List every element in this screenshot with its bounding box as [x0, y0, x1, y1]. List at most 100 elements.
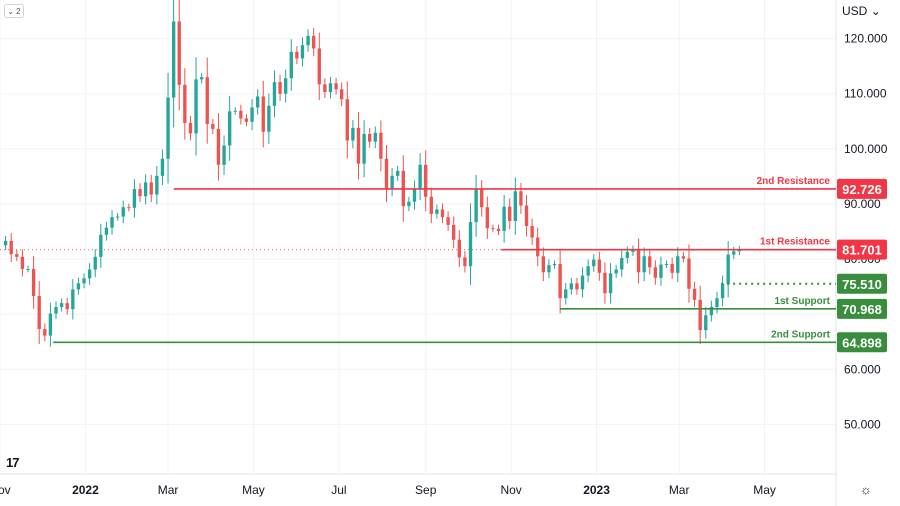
candle-body: [199, 77, 204, 80]
x-tick-label: Nov: [0, 483, 11, 497]
candle-body: [334, 83, 338, 90]
candle-body: [452, 224, 456, 240]
level-badge-value: 70.968: [842, 302, 882, 317]
candle-body: [698, 299, 702, 331]
candle-body: [143, 182, 148, 197]
candle-body: [597, 259, 602, 273]
candle-body: [9, 240, 13, 255]
candle-body: [670, 264, 674, 273]
candle-body: [93, 256, 97, 270]
x-tick-label: Nov: [500, 483, 521, 497]
candle-body: [491, 228, 495, 230]
y-tick-label: 120.000: [844, 32, 888, 46]
candle-body: [424, 164, 428, 197]
candle-body: [300, 45, 305, 59]
candle-body: [82, 278, 86, 284]
candle-body: [188, 122, 193, 134]
candle-body: [222, 145, 226, 165]
candle-body: [283, 78, 288, 94]
candle-body: [171, 21, 176, 98]
candle-body: [261, 96, 265, 132]
collapse-count: 2: [16, 6, 21, 16]
x-tick-label: 2023: [583, 483, 610, 497]
candle-body: [54, 306, 58, 314]
candle-body: [306, 35, 310, 46]
candle-body: [311, 35, 316, 49]
y-tick-label: 50.000: [844, 417, 881, 431]
candle-body: [480, 189, 484, 208]
candle-body: [31, 268, 36, 296]
candle-body: [502, 206, 506, 231]
candle-body: [233, 110, 237, 112]
candle-body: [446, 217, 450, 225]
candle-body: [418, 164, 422, 189]
level-name: 2nd Support: [771, 329, 831, 340]
candle-body: [463, 257, 467, 267]
candle-body: [177, 21, 181, 85]
collapse-toggle-button[interactable]: ⌄ 2: [4, 4, 24, 18]
candle-body: [289, 51, 293, 79]
candle-body: [194, 79, 198, 134]
candle-body: [558, 264, 562, 299]
candle-body: [20, 256, 25, 269]
level-name: 1st Support: [774, 296, 830, 307]
caret-icon: ⌄: [870, 4, 881, 18]
candle-body: [138, 189, 142, 197]
candle-body: [592, 259, 596, 267]
candle-body: [631, 249, 635, 252]
level-badge: [837, 178, 887, 199]
candle-body: [132, 189, 137, 208]
candle-body: [37, 295, 41, 330]
candle-body: [149, 182, 153, 195]
level-badge-value: 75.510: [842, 277, 882, 292]
candle-body: [87, 269, 92, 279]
candle-body: [127, 207, 131, 209]
candle-body: [351, 127, 355, 141]
candle-body: [267, 105, 271, 132]
candle-body: [323, 84, 327, 93]
tradingview-logo-icon[interactable]: 17: [6, 455, 20, 470]
candle-body: [328, 83, 333, 93]
candle-body: [513, 191, 518, 222]
candle-body: [726, 254, 730, 284]
candle-body: [15, 254, 19, 257]
candle-body: [524, 205, 529, 226]
candle-body: [278, 82, 282, 94]
candle-body: [659, 264, 663, 278]
candle-body: [664, 264, 669, 266]
candle-body: [580, 275, 585, 290]
settings-icon[interactable]: ☼: [860, 482, 872, 497]
candle-body: [732, 251, 736, 255]
candle-body: [71, 289, 75, 310]
x-tick-label: May: [753, 483, 776, 497]
currency-menu[interactable]: USD ⌄: [842, 4, 881, 18]
level-badge-value: 81.701: [842, 243, 882, 258]
candle-body: [569, 283, 574, 290]
x-tick-label: Jul: [331, 483, 346, 497]
y-tick-label: 60.000: [844, 362, 881, 376]
candle-body: [530, 225, 534, 238]
candle-body: [99, 234, 103, 257]
candle-body: [115, 216, 120, 218]
candle-body: [340, 89, 344, 100]
candle-body: [255, 96, 260, 108]
candle-body: [227, 111, 232, 146]
candle-body: [608, 273, 613, 294]
candle-body: [407, 201, 411, 207]
x-tick-label: Mar: [669, 483, 690, 497]
level-badge: [837, 239, 887, 260]
candle-body: [211, 124, 215, 129]
candle-body: [620, 257, 624, 270]
candle-body: [43, 329, 47, 336]
candle-body: [564, 289, 568, 299]
candle-body: [65, 303, 69, 310]
candle-body: [272, 82, 277, 106]
candle-body: [575, 283, 579, 290]
candle-body: [216, 128, 221, 165]
candle-body: [435, 209, 439, 214]
candle-body: [160, 158, 165, 176]
candle-body: [485, 207, 489, 229]
candle-body: [373, 132, 377, 142]
